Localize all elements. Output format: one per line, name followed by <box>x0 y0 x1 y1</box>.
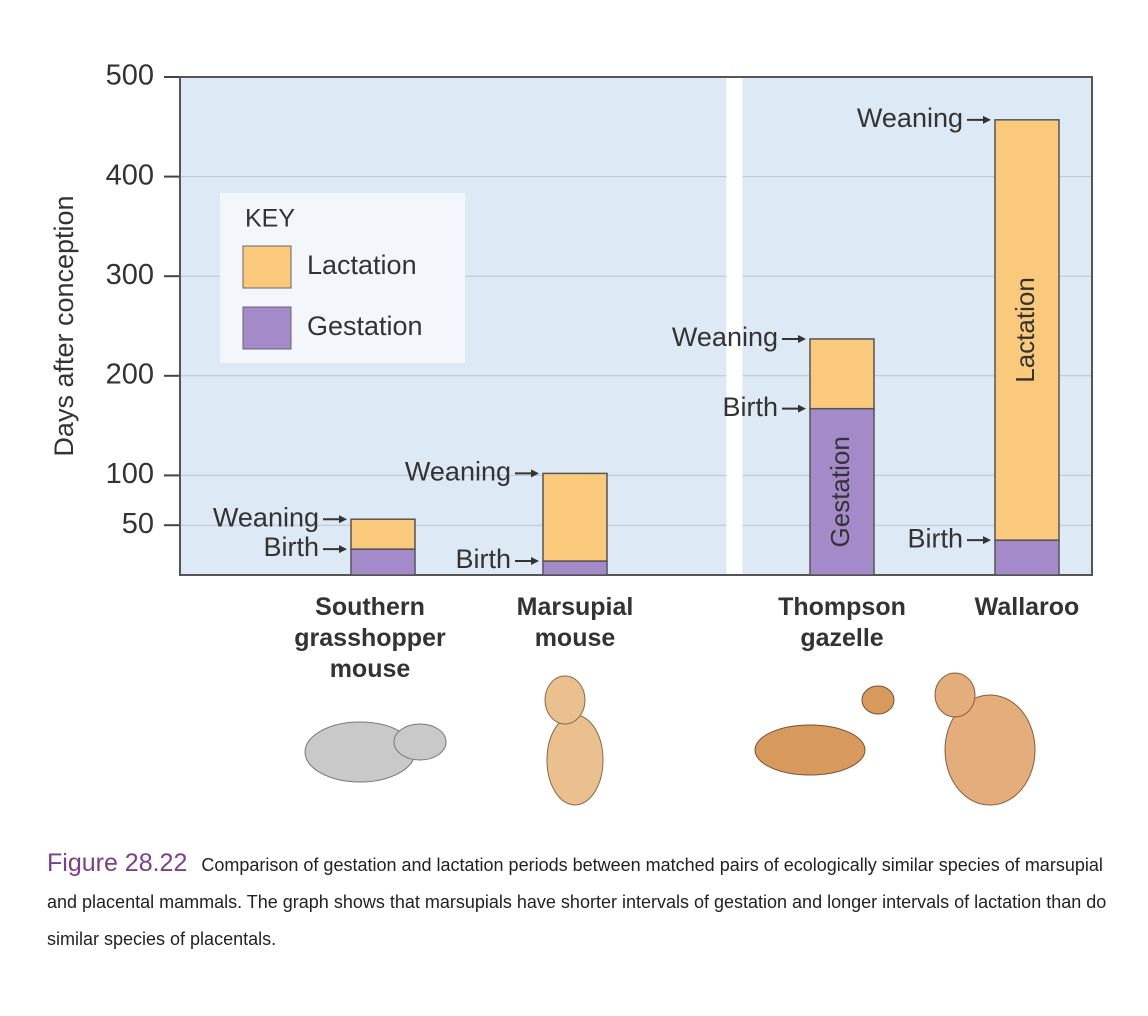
bar-segment <box>994 539 1060 576</box>
x-tick-label: Marsupial mouse <box>516 593 634 652</box>
end-annotation: Weaning <box>213 502 319 532</box>
bar-segment <box>542 560 608 576</box>
y-axis-title: Days after conception <box>49 195 79 456</box>
y-tick-label: 400 <box>106 159 154 191</box>
y-tick-label: 200 <box>106 358 154 390</box>
gazelle-illustration <box>754 724 866 776</box>
end-annotation: Birth <box>722 392 778 422</box>
legend-title: KEY <box>245 205 295 233</box>
gazelle-head <box>861 685 895 715</box>
annotation-arrowhead <box>983 536 991 545</box>
segment-label: Gestation <box>825 436 855 547</box>
wallaroo-head <box>934 672 976 718</box>
x-tick-label: Thompson gazelle <box>778 593 906 652</box>
mouse-head <box>393 723 447 761</box>
annotation-arrowhead <box>339 545 347 554</box>
y-tick-label: 300 <box>106 259 154 291</box>
wallaroo-illustration <box>944 694 1036 806</box>
y-tick-label: 500 <box>106 60 154 92</box>
annotation-arrowhead <box>983 115 991 124</box>
annotation-arrowhead <box>531 557 539 566</box>
x-tick-label: Southern grasshopper mouse <box>294 593 446 683</box>
annotation-arrowhead <box>798 334 806 343</box>
end-annotation: Birth <box>455 544 511 574</box>
bar-segment <box>809 338 875 410</box>
marsupial-mouse-illustration <box>546 714 604 806</box>
legend-label: Lactation <box>307 250 417 280</box>
annotation-arrowhead <box>798 404 806 413</box>
end-annotation: Weaning <box>672 322 778 352</box>
annotation-arrowhead <box>339 515 347 524</box>
segment-label: Lactation <box>1010 277 1040 383</box>
x-tick-label: Wallaroo <box>974 593 1080 621</box>
legend-label: Gestation <box>307 311 423 341</box>
bar-segment <box>350 518 416 550</box>
bar-segment <box>994 119 1060 541</box>
bar-segment <box>542 472 608 562</box>
y-tick-label: 50 <box>122 508 154 540</box>
caption: Figure 28.22 Comparison of gestation and … <box>47 845 1107 958</box>
figure-label: Figure 28.22 <box>47 849 188 877</box>
y-tick-label: 100 <box>106 458 154 490</box>
marsupial-mouse-head <box>544 675 586 725</box>
caption-text: Comparison of gestation and lactation pe… <box>47 855 1107 949</box>
legend-swatch <box>242 245 292 289</box>
plot-frame <box>179 76 1093 576</box>
annotation-arrowhead <box>531 469 539 478</box>
panel-divider <box>726 77 743 575</box>
end-annotation: Weaning <box>857 103 963 133</box>
end-annotation: Birth <box>263 532 319 562</box>
end-annotation: Weaning <box>405 457 511 487</box>
legend-swatch <box>242 306 292 350</box>
end-annotation: Birth <box>907 523 963 553</box>
animal-illustrations <box>304 672 1036 806</box>
bar-segment <box>350 548 416 576</box>
legend: KEY Lactation Gestation <box>220 193 465 363</box>
